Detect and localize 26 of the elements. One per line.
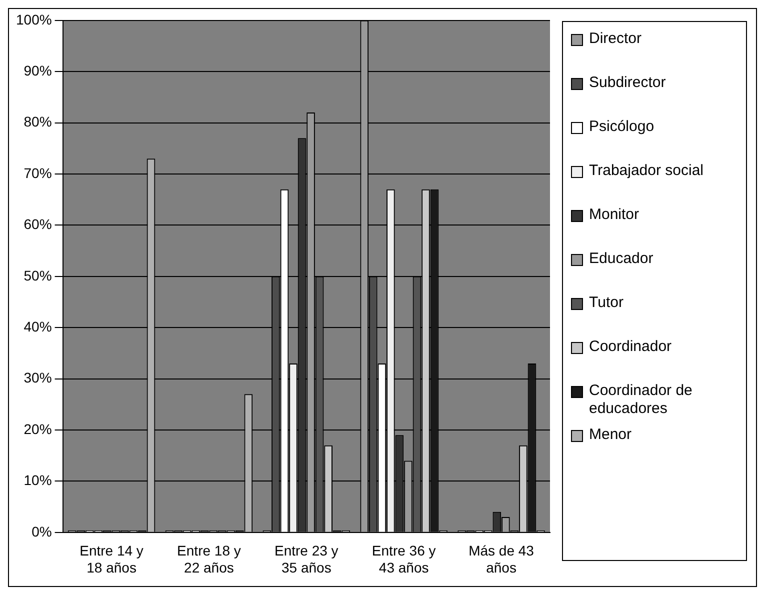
x-tick-label: Más de 43 años [468,542,534,576]
y-tick-label: 100% [16,11,52,28]
legend-label: Trabajador social [589,162,704,180]
legend-label: Psicólogo [589,118,654,136]
x-tick-label: Entre 36 y 43 años [372,542,436,576]
x-tick-label: Entre 18 y 22 años [177,542,241,576]
legend-label: Director [589,30,642,48]
legend-label: Monitor [589,206,640,224]
x-tick-label: Entre 23 y 35 años [274,542,338,576]
y-tick-label: 0% [32,523,52,540]
y-tick-label: 30% [24,370,52,386]
legend-label: Menor [589,426,632,444]
legend-label: Educador [589,250,654,268]
legend-label: Subdirector [589,74,666,92]
y-tick-label: 40% [24,318,52,334]
legend-label: Coordinador de educadores [589,382,694,418]
y-tick-label: 20% [24,420,52,437]
y-tick-label: 70% [24,164,52,181]
legend-label: Coordinador [589,338,672,356]
y-tick-label: 80% [24,114,52,130]
y-tick-label: 50% [24,267,52,284]
legend-label: Tutor [589,294,624,312]
y-tick-label: 90% [24,62,52,78]
y-tick-label: 10% [24,472,52,488]
x-tick-label: Entre 14 y 18 años [80,542,144,576]
y-tick-label: 60% [24,216,52,232]
